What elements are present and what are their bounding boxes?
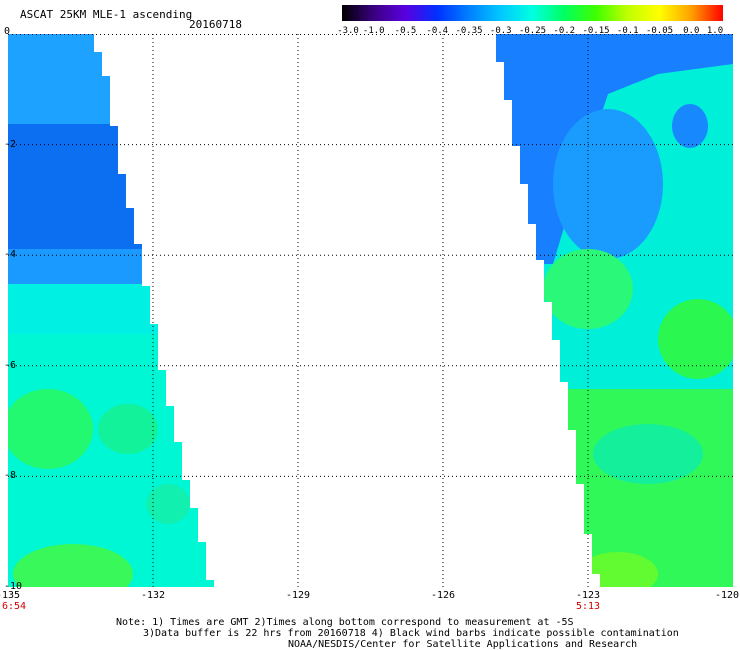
patch-west-1 (8, 389, 93, 469)
colorbar-label: -0.05 (645, 26, 674, 36)
colorbar-label: -0.15 (582, 26, 610, 36)
x-axis-label: -132 (140, 590, 166, 601)
time-label: 5:13 (575, 601, 601, 612)
y-axis-label: 0 (4, 26, 11, 37)
patch-east-3 (543, 249, 633, 329)
swath-west-north (8, 34, 214, 124)
patch-east-2 (672, 104, 708, 148)
colorbar-label: -0.25 (518, 26, 547, 36)
patch-east-4 (658, 299, 733, 379)
colorbar-gradient (342, 5, 723, 21)
swath-east-south (558, 389, 733, 587)
colorbar-label: -0.5 (394, 26, 417, 36)
colorbar-label: -0.2 (553, 26, 576, 36)
swath-west (8, 34, 214, 587)
colorbar-label: 0.0 (683, 26, 700, 36)
y-axis-label: -2 (4, 138, 17, 150)
footer-note-line1: Note: 1) Times are GMT 2)Times along bot… (116, 617, 574, 628)
colorbar (342, 5, 723, 21)
chart-date: 20160718 (189, 18, 242, 31)
colorbar-label: -3.0 (337, 26, 359, 36)
patch-east-1 (553, 109, 663, 259)
colorbar-label: -0.3 (489, 26, 512, 36)
y-axis-label: -6 (4, 359, 17, 371)
patch-west-3 (13, 544, 133, 587)
swath-east-north (496, 34, 733, 264)
patch-east-5 (593, 424, 703, 484)
footer-note-line3: NOAA/NESDIS/Center for Satellite Applica… (288, 639, 638, 650)
x-axis-label: -120 (714, 590, 740, 601)
footer-note-line2: 3)Data buffer is 22 hrs from 20160718 4)… (143, 628, 679, 639)
colorbar-label: -0.1 (616, 26, 639, 36)
swath-east (496, 34, 733, 587)
x-axis-label: -126 (430, 590, 456, 601)
patch-west-4 (146, 484, 190, 524)
colorbar-label: 1.0 (706, 26, 724, 36)
chart-title: ASCAT 25KM MLE-1 ascending (20, 8, 193, 21)
y-axis-label: -8 (4, 470, 17, 482)
y-axis-label: -4 (4, 249, 17, 261)
colorbar-label: -1.0 (362, 26, 385, 36)
x-axis-label: -129 (285, 590, 311, 601)
map-plot (8, 34, 733, 587)
time-label: 6:54 (1, 601, 27, 612)
x-axis-label: -123 (575, 590, 601, 601)
colorbar-label: -0.4 (426, 26, 449, 36)
x-axis-label: -135 (0, 590, 21, 601)
patch-west-2 (98, 404, 158, 454)
swath-west-core (8, 124, 214, 254)
colorbar-label: -0.35 (455, 26, 483, 36)
y-axis-label: -10 (4, 581, 23, 592)
